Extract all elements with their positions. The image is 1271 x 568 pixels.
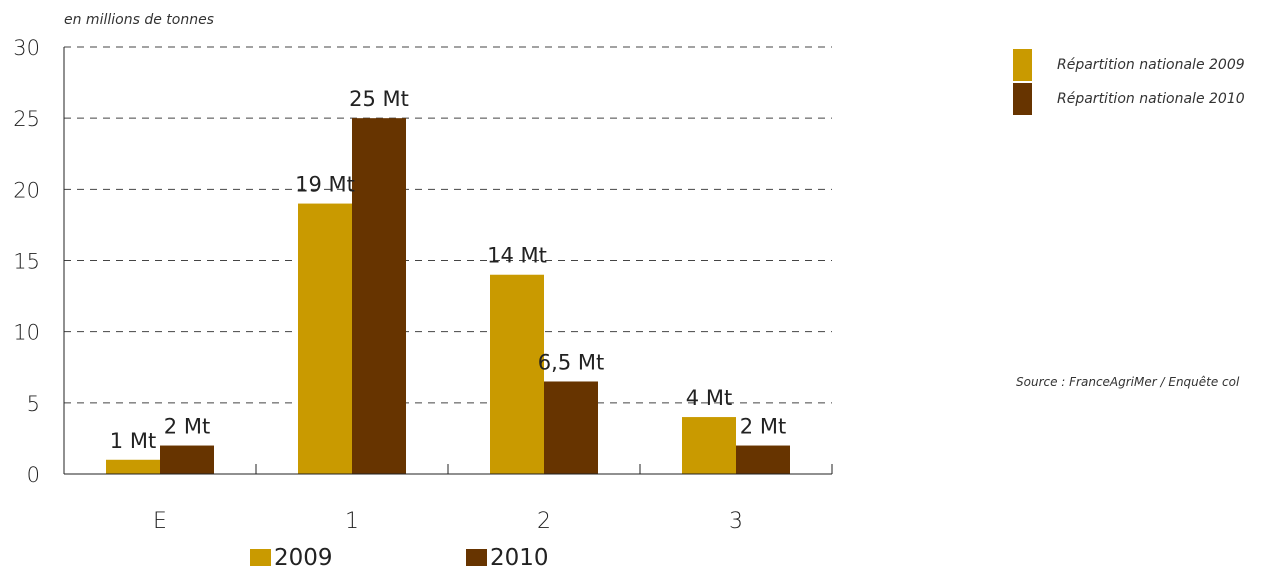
x-tick-E: E <box>153 509 167 534</box>
data-label-2010-3: 2 Mt <box>740 415 786 439</box>
bar-2010-3 <box>736 445 790 474</box>
source-note: Source : FranceAgriMer / Enquête col <box>1016 375 1240 389</box>
data-label-2009-3: 4 Mt <box>686 386 732 410</box>
data-label-2010-1: 25 Mt <box>349 87 409 111</box>
data-label-2010-E: 2 Mt <box>164 415 210 439</box>
data-label-2009-E: 1 Mt <box>110 429 156 453</box>
bar-2009-E <box>106 459 160 474</box>
legend-label-2010: 2010 <box>490 545 549 568</box>
legend-swatch-2009 <box>250 549 271 566</box>
bar-2009-2 <box>490 274 544 474</box>
y-tick-20: 20 <box>13 178 40 202</box>
bar-2010-1 <box>352 118 406 475</box>
side-legend-label-2009: Répartition nationale 2009 <box>1057 57 1245 73</box>
bar-chart: en millions de tonnes 0 5 10 15 20 25 30 1 Mt 2… <box>13 12 833 568</box>
y-tick-0: 0 <box>27 463 40 487</box>
data-label-2009-2: 14 Mt <box>487 244 547 268</box>
side-legend-label-2010: Répartition nationale 2010 <box>1057 91 1245 107</box>
bar-2010-E <box>160 445 214 474</box>
side-legend-item-2009: Répartition nationale 2009 <box>1013 48 1245 82</box>
bar-2010-2 <box>544 381 598 474</box>
y-axis-ticks: 0 5 10 15 20 25 30 <box>13 36 40 487</box>
y-tick-10: 10 <box>13 321 40 345</box>
unit-label: en millions de tonnes <box>64 12 214 28</box>
side-legend: Répartition nationale 2009 Répartition n… <box>1013 48 1245 116</box>
side-legend-item-2010: Répartition nationale 2010 <box>1013 82 1245 116</box>
data-labels: 1 Mt 2 Mt 19 Mt 25 Mt 14 Mt 6,5 Mt 4 Mt 2 Mt <box>110 87 786 453</box>
x-tick-1: 1 <box>345 509 359 534</box>
data-label-2009-1: 19 Mt <box>295 173 355 197</box>
bottom-legend: 2009 2010 <box>250 545 549 568</box>
y-tick-5: 5 <box>27 392 40 416</box>
axes <box>63 47 833 475</box>
x-axis-ticks: E 1 2 3 <box>153 509 743 534</box>
bar-2009-1 <box>298 203 352 475</box>
data-label-2010-2: 6,5 Mt <box>538 350 604 374</box>
x-tick-2: 2 <box>537 509 551 534</box>
bars <box>106 118 790 475</box>
y-tick-30: 30 <box>13 36 40 60</box>
legend-swatch-2010 <box>466 549 487 566</box>
y-tick-15: 15 <box>13 250 40 274</box>
legend-label-2009: 2009 <box>274 545 333 568</box>
x-tick-3: 3 <box>729 509 743 534</box>
y-tick-25: 25 <box>13 107 40 131</box>
gridlines <box>64 46 832 404</box>
side-legend-swatch-2010 <box>1013 83 1032 115</box>
side-legend-swatch-2009 <box>1013 49 1032 81</box>
bar-2009-3 <box>682 417 736 474</box>
